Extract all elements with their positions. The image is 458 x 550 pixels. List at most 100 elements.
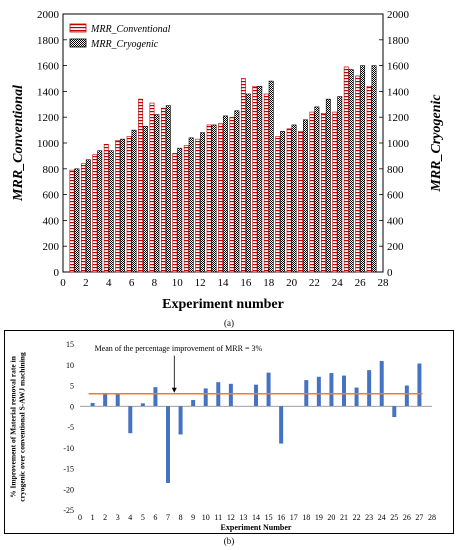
y-tick-label: 15 <box>66 340 74 349</box>
x-tick-label: 14 <box>218 277 230 289</box>
x-tick-label: 23 <box>365 513 373 522</box>
improvement-bar <box>153 387 158 407</box>
y-tick-label-left: 1600 <box>37 61 60 73</box>
improvement-bar <box>329 373 334 407</box>
y-tick-label-right: 2000 <box>387 9 410 21</box>
bar-cryogenic <box>314 106 320 273</box>
bar-cryogenic <box>291 124 297 273</box>
bar-cryogenic <box>280 131 286 273</box>
improvement-bar <box>354 387 359 407</box>
y-tick-label-right: 1800 <box>387 35 410 47</box>
x-tick-label: 25 <box>390 513 398 522</box>
bar-cryogenic <box>143 125 148 273</box>
bar-conventional <box>240 78 246 273</box>
x-tick-label: 19 <box>315 513 323 522</box>
x-tick-label: 18 <box>263 277 275 289</box>
bar-conventional <box>115 140 121 273</box>
bar-conventional <box>206 124 212 273</box>
y-tick-label-left: 1800 <box>37 35 60 47</box>
x-tick-label: 26 <box>355 277 367 289</box>
bar-conventional <box>298 131 303 273</box>
x-tick-label: 3 <box>116 513 120 522</box>
improvement-bar <box>178 406 183 435</box>
bar-cryogenic <box>188 137 194 273</box>
x-tick-label: 22 <box>309 277 320 289</box>
improvement-bar <box>254 384 258 407</box>
legend-swatch-conventional <box>69 23 87 33</box>
bar-cryogenic <box>325 98 331 273</box>
y-tick-label-right: 1200 <box>387 112 410 124</box>
y-tick-label-left: 400 <box>43 215 60 227</box>
x-tick-label: 20 <box>286 277 298 289</box>
bar-cryogenic <box>85 159 91 273</box>
bar-conventional <box>218 123 223 273</box>
y-axis-title: % Improvement of Material removal rate i… <box>9 352 27 502</box>
bar-conventional <box>183 145 189 273</box>
bar-conventional <box>172 153 178 273</box>
y-tick-label-left: 600 <box>43 190 60 202</box>
improvement-bar <box>191 400 196 407</box>
y-tick-label-right: 400 <box>387 215 404 227</box>
bar-conventional <box>92 154 98 273</box>
y-tick-label-left: 1200 <box>37 112 60 124</box>
bar-conventional <box>286 128 292 273</box>
x-tick-label: 2 <box>103 513 107 522</box>
improvement-bar <box>404 385 409 407</box>
bar-conventional <box>103 143 109 273</box>
bar-cryogenic <box>165 105 171 273</box>
bar-cryogenic <box>257 85 263 273</box>
x-tick-label: 21 <box>340 513 348 522</box>
x-tick-label: 1 <box>91 513 95 522</box>
y-tick-label-right: 0 <box>387 267 393 279</box>
x-tick-label: 5 <box>141 513 145 522</box>
bar-conventional <box>252 85 258 273</box>
x-tick-label: 10 <box>202 513 210 522</box>
bar-conventional <box>355 75 361 273</box>
x-tick-label: 22 <box>353 513 361 522</box>
x-tick-label: 10 <box>172 277 184 289</box>
x-tick-label: 28 <box>378 277 390 289</box>
x-tick-label: 6 <box>129 277 135 289</box>
bar-conventional <box>229 116 235 273</box>
y-tick-label-right: 200 <box>387 241 404 253</box>
bar-conventional <box>309 111 315 273</box>
bar-cryogenic <box>120 138 126 273</box>
improvement-bar <box>379 361 384 407</box>
y-tick-label-right: 1600 <box>387 61 410 73</box>
x-tick-label: 24 <box>332 277 344 289</box>
bar-conventional <box>343 66 349 273</box>
y-tick-label-left: 0 <box>54 267 60 279</box>
bar-conventional <box>126 136 132 273</box>
bar-conventional <box>80 163 86 273</box>
bar-cryogenic <box>337 96 343 273</box>
chart-b-border <box>4 330 454 534</box>
bar-conventional <box>263 93 269 273</box>
y-tick-label: -10 <box>63 444 74 453</box>
x-tick-label: 8 <box>152 277 158 289</box>
x-tick-label: 4 <box>106 277 112 289</box>
x-tick-label: 0 <box>60 277 66 289</box>
bar-conventional <box>366 85 372 273</box>
x-tick-label: 8 <box>179 513 183 522</box>
legend-swatch-cryogenic <box>69 38 87 48</box>
x-tick-label: 0 <box>78 513 82 522</box>
legend-label-cryogenic: MRR_Cryogenic <box>90 39 159 50</box>
x-tick-label: 28 <box>428 513 436 522</box>
y-axis-title-left: MRR_Conventional <box>11 85 26 202</box>
improvement-bar <box>140 403 145 407</box>
bar-cryogenic <box>371 65 377 273</box>
bar-cryogenic <box>211 124 217 273</box>
y-tick-label-left: 800 <box>43 164 60 176</box>
improvement-bar <box>90 402 95 407</box>
bar-cryogenic <box>245 93 251 273</box>
bar-conventional <box>69 169 75 273</box>
y-tick-label: -20 <box>63 485 74 494</box>
bar-cryogenic <box>223 115 228 273</box>
bar-cryogenic <box>74 168 80 273</box>
y-tick-label: 0 <box>70 402 74 411</box>
y-axis-title-line: cryogenic over conventional S-AWJ machin… <box>18 352 27 502</box>
bar-cryogenic <box>348 69 354 273</box>
bar-conventional <box>332 111 338 273</box>
improvement-bar <box>166 406 170 484</box>
y-axis-title-right: MRR_Cryogenic <box>429 94 444 193</box>
